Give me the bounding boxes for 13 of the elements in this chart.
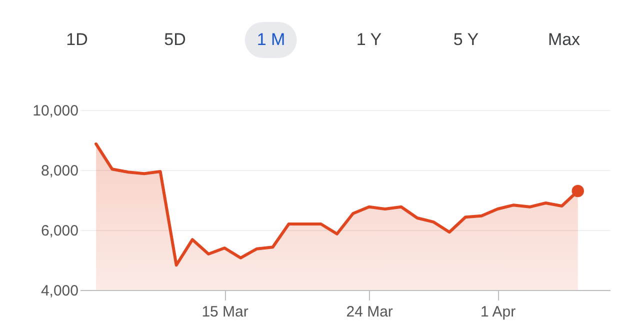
y-tick-label: 8,000: [40, 162, 78, 180]
x-tick-label: 15 Mar: [202, 304, 248, 320]
y-tick-label: 6,000: [40, 222, 78, 240]
x-tick-label: 24 Mar: [346, 304, 393, 320]
text: Max: [546, 29, 582, 51]
x-tick-label: 1 Apr: [480, 304, 516, 320]
text: 1D: [65, 29, 89, 51]
y-tick-label: 10,000: [32, 102, 78, 120]
text: 1 Y: [355, 29, 383, 51]
text: 5D: [163, 29, 187, 51]
y-tick-label: 4,000: [40, 282, 78, 300]
text: 5 Y: [452, 29, 480, 51]
text: 1 M: [244, 22, 298, 58]
